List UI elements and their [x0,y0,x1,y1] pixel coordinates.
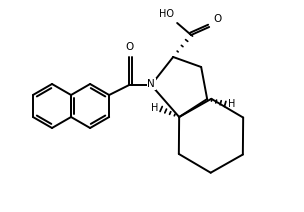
Text: H: H [228,99,236,109]
Text: N: N [147,79,155,89]
Text: HO: HO [159,9,174,19]
Text: H: H [151,103,158,113]
Text: O: O [213,14,221,24]
Text: O: O [125,42,133,52]
